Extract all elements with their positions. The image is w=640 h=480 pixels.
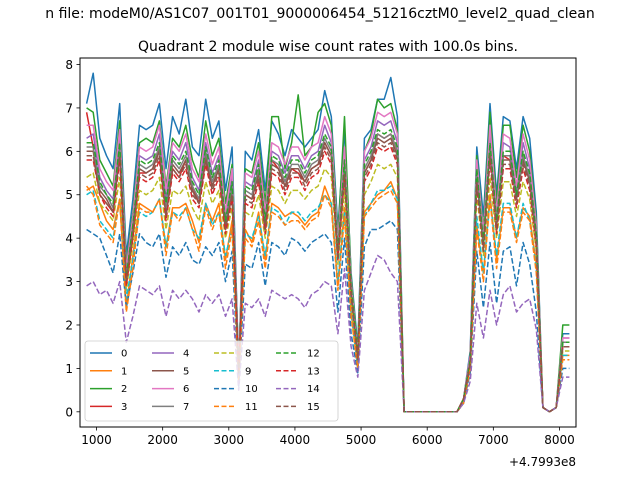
figure-suptitle: n file: modeM0/AS1C07_001T01_9000006454_… (45, 6, 594, 22)
legend-label-10: 10 (245, 384, 258, 395)
legend-label-5: 5 (183, 366, 189, 377)
legend-label-9: 9 (245, 366, 251, 377)
y-tick-label: 5 (65, 188, 73, 202)
legend-label-4: 4 (183, 349, 189, 360)
x-tick-label: 8000 (544, 433, 575, 447)
y-tick-label: 7 (65, 101, 73, 115)
series-line-10 (86, 220, 570, 413)
legend-label-14: 14 (307, 384, 320, 395)
x-tick-label: 5000 (346, 433, 377, 447)
y-axis: 0 1 2 3 4 5 6 7 8 (65, 58, 80, 419)
chart-title: Quadrant 2 module wise count rates with … (138, 39, 518, 55)
series-line-6 (86, 111, 570, 413)
x-axis-offset-label: +4.7993e8 (509, 455, 576, 469)
legend-box (84, 340, 339, 422)
x-tick-label: 2000 (147, 433, 178, 447)
y-tick-label: 3 (65, 275, 73, 289)
legend-label-2: 2 (121, 384, 127, 395)
legend-label-0: 0 (121, 349, 127, 360)
legend-label-1: 1 (121, 366, 127, 377)
x-tick-label: 4000 (280, 433, 311, 447)
series-line-8 (86, 163, 570, 413)
y-tick-label: 0 (65, 405, 73, 419)
legend-label-12: 12 (307, 349, 320, 360)
series-line-11 (86, 185, 570, 413)
series-line-14 (86, 254, 570, 413)
legend-label-11: 11 (245, 402, 258, 413)
y-tick-label: 8 (65, 58, 73, 72)
legend-label-15: 15 (307, 402, 320, 413)
legend-label-7: 7 (183, 402, 189, 413)
series-line-15 (86, 141, 570, 413)
y-tick-label: 2 (65, 318, 73, 332)
y-tick-label: 1 (65, 362, 73, 376)
x-tick-label: 3000 (214, 433, 245, 447)
x-tick-label: 7000 (478, 433, 509, 447)
legend-label-8: 8 (245, 349, 251, 360)
x-tick-label: 1000 (81, 433, 112, 447)
legend-label-13: 13 (307, 366, 320, 377)
legend-label-3: 3 (121, 402, 127, 413)
plot-frame (79, 57, 577, 428)
y-tick-label: 6 (65, 145, 73, 159)
y-tick-label: 4 (65, 232, 73, 246)
series-lines (85, 72, 570, 413)
legend-label-6: 6 (183, 384, 189, 395)
x-tick-label: 6000 (412, 433, 443, 447)
series-line-9 (86, 185, 570, 413)
x-axis: 1000 2000 3000 4000 5000 6000 7000 8000 (81, 427, 575, 447)
